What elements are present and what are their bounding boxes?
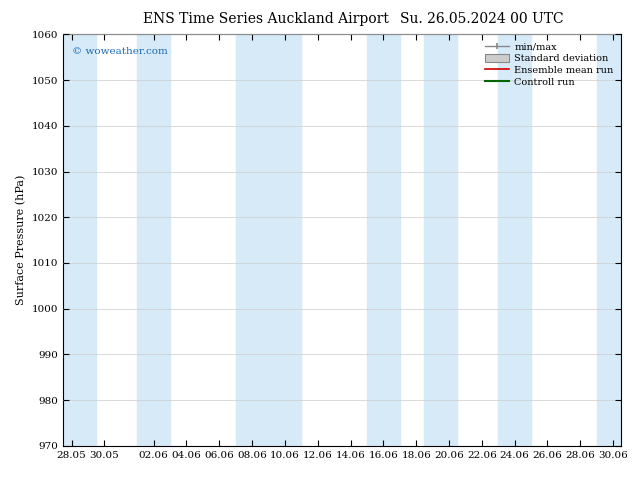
Bar xyxy=(236,34,301,446)
Text: ENS Time Series Auckland Airport: ENS Time Series Auckland Airport xyxy=(143,12,389,26)
Legend: min/max, Standard deviation, Ensemble mean run, Controll run: min/max, Standard deviation, Ensemble me… xyxy=(482,39,616,90)
Text: Su. 26.05.2024 00 UTC: Su. 26.05.2024 00 UTC xyxy=(400,12,564,26)
Bar xyxy=(498,34,531,446)
Bar xyxy=(367,34,400,446)
Bar xyxy=(137,34,170,446)
Bar xyxy=(424,34,457,446)
Y-axis label: Surface Pressure (hPa): Surface Pressure (hPa) xyxy=(16,175,27,305)
Bar xyxy=(597,34,621,446)
Bar xyxy=(63,34,96,446)
Text: © woweather.com: © woweather.com xyxy=(72,47,167,56)
